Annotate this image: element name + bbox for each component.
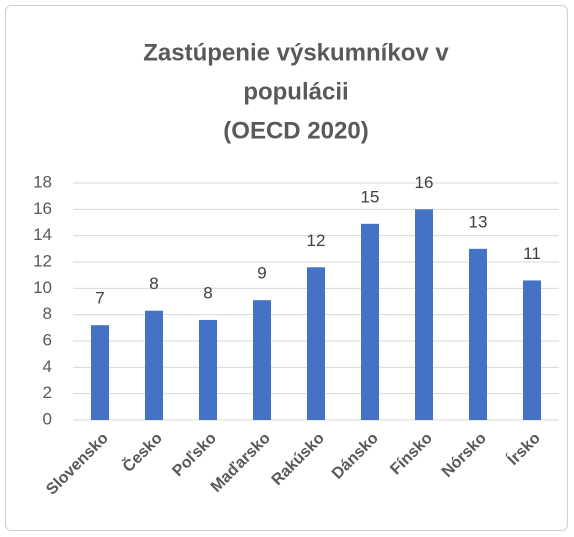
bar bbox=[415, 209, 433, 420]
y-tick-label: 18 bbox=[33, 172, 52, 191]
bar bbox=[469, 248, 487, 420]
y-tick-label: 2 bbox=[43, 383, 52, 402]
y-tick-label: 10 bbox=[33, 278, 52, 297]
bar bbox=[307, 267, 325, 420]
bar bbox=[361, 223, 379, 420]
value-label: 15 bbox=[361, 187, 380, 206]
y-tick-label: 0 bbox=[43, 409, 52, 428]
y-tick-label: 8 bbox=[43, 304, 52, 323]
chart-title: (OECD 2020) bbox=[223, 117, 368, 144]
bar bbox=[91, 325, 109, 420]
bar bbox=[145, 310, 163, 420]
value-label: 12 bbox=[307, 231, 326, 250]
value-label: 8 bbox=[149, 274, 158, 293]
bar bbox=[253, 300, 271, 420]
value-label: 9 bbox=[257, 264, 266, 283]
value-label: 13 bbox=[469, 212, 488, 231]
chart-title: populácii bbox=[243, 78, 348, 105]
bar bbox=[523, 280, 541, 420]
bar bbox=[199, 319, 217, 420]
chart-title: Zastúpenie výskumníkov v bbox=[143, 39, 449, 66]
value-label: 11 bbox=[523, 244, 541, 263]
y-tick-label: 14 bbox=[33, 225, 52, 244]
y-tick-label: 12 bbox=[33, 251, 52, 270]
value-label: 8 bbox=[203, 283, 212, 302]
y-tick-label: 4 bbox=[43, 357, 52, 376]
value-label: 7 bbox=[95, 289, 104, 308]
value-label: 16 bbox=[415, 173, 434, 192]
y-tick-label: 6 bbox=[43, 330, 52, 349]
y-tick-label: 16 bbox=[33, 199, 52, 218]
